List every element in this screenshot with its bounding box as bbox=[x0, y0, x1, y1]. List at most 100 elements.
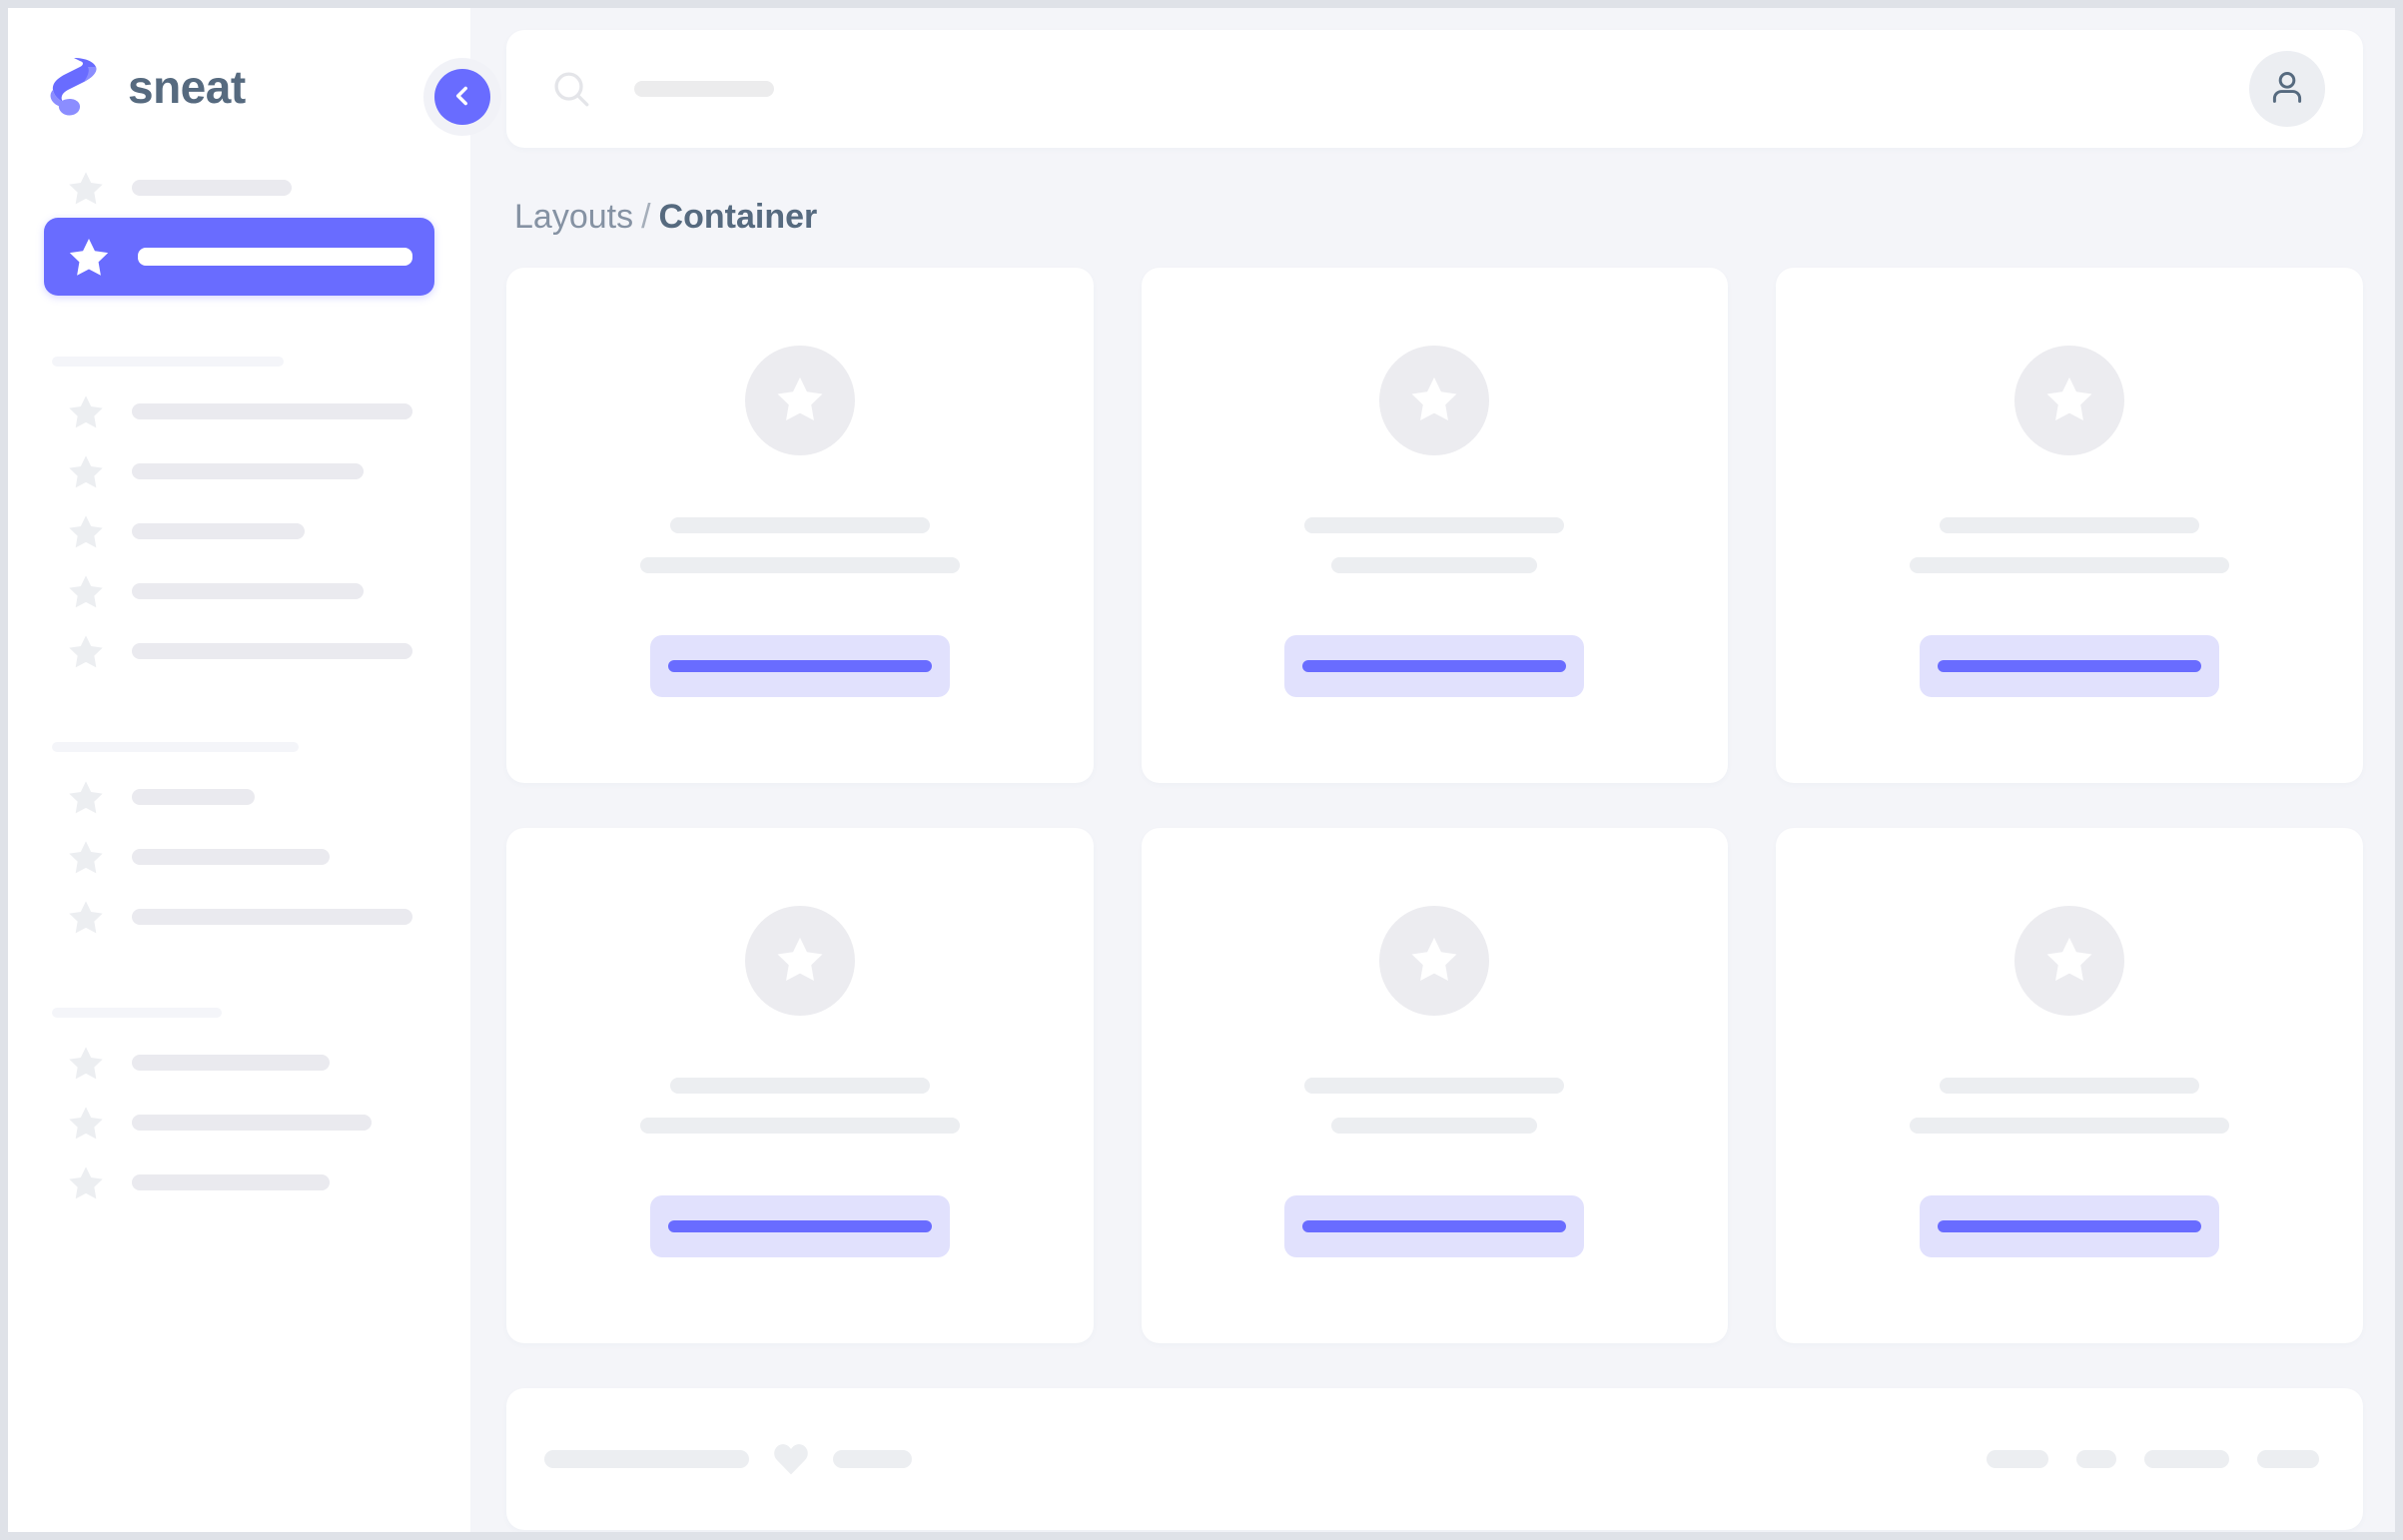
star-icon bbox=[66, 511, 106, 551]
sidebar-collapse-button[interactable] bbox=[434, 69, 490, 125]
content-card[interactable] bbox=[1776, 828, 2363, 1343]
search-icon[interactable] bbox=[550, 68, 592, 110]
divider-bar bbox=[52, 742, 299, 752]
sidebar-item-label bbox=[132, 1055, 330, 1071]
sidebar-item-1-active[interactable] bbox=[44, 218, 434, 296]
content-card[interactable] bbox=[1776, 268, 2363, 783]
star-icon bbox=[66, 571, 106, 611]
card-action-button[interactable] bbox=[649, 1195, 950, 1257]
card-action-button[interactable] bbox=[1920, 635, 2220, 697]
card-button-label bbox=[1302, 1220, 1567, 1232]
card-button-label bbox=[667, 660, 932, 672]
card-action-button[interactable] bbox=[649, 635, 950, 697]
card-avatar bbox=[1379, 906, 1490, 1016]
user-icon bbox=[2266, 66, 2308, 113]
sidebar-item-6[interactable] bbox=[44, 621, 434, 681]
sidebar-item-0[interactable] bbox=[44, 158, 434, 218]
search-input[interactable] bbox=[634, 81, 774, 97]
breadcrumb-current: Container bbox=[658, 198, 818, 236]
star-icon bbox=[2042, 372, 2096, 430]
sidebar-group bbox=[8, 342, 470, 681]
footer-link-placeholder[interactable] bbox=[2144, 1450, 2229, 1468]
breadcrumb-separator: / bbox=[641, 198, 651, 236]
card-avatar bbox=[1379, 346, 1490, 455]
sidebar-item-4[interactable] bbox=[44, 501, 434, 561]
card-title-placeholder bbox=[1940, 517, 2200, 533]
footer-right-group bbox=[1987, 1450, 2319, 1468]
card-avatar bbox=[2014, 346, 2125, 455]
card-grid bbox=[506, 268, 2363, 1343]
sidebar-item-12[interactable] bbox=[44, 1153, 434, 1212]
footer-text-placeholder bbox=[544, 1450, 749, 1468]
sidebar-item-2[interactable] bbox=[44, 382, 434, 441]
chevron-left-icon bbox=[449, 83, 475, 112]
card-text-placeholder bbox=[639, 1118, 960, 1134]
sidebar-item-8[interactable] bbox=[44, 827, 434, 887]
footer-bar bbox=[506, 1388, 2363, 1530]
card-text-placeholder bbox=[1331, 1118, 1538, 1134]
sidebar-item-label bbox=[132, 1115, 372, 1131]
sidebar-group bbox=[8, 993, 470, 1212]
sidebar-item-label bbox=[138, 248, 412, 266]
card-button-label bbox=[1938, 1220, 2202, 1232]
card-avatar bbox=[2014, 906, 2125, 1016]
sidebar-item-label bbox=[132, 1174, 330, 1190]
sidebar-item-7[interactable] bbox=[44, 767, 434, 827]
brand[interactable]: sneat bbox=[8, 8, 470, 128]
card-text-placeholder bbox=[639, 557, 960, 573]
content-card[interactable] bbox=[1141, 828, 1729, 1343]
star-icon bbox=[66, 391, 106, 431]
card-text-placeholder bbox=[1910, 1118, 2230, 1134]
avatar[interactable] bbox=[2249, 51, 2325, 127]
footer-link-placeholder[interactable] bbox=[833, 1450, 912, 1468]
sidebar-section-divider bbox=[8, 342, 470, 382]
card-title-placeholder bbox=[669, 1078, 930, 1094]
card-action-button[interactable] bbox=[1284, 635, 1585, 697]
card-button-label bbox=[1302, 660, 1567, 672]
sidebar-item-label bbox=[132, 583, 364, 599]
star-icon bbox=[773, 932, 827, 991]
sidebar-group bbox=[8, 158, 470, 296]
card-action-button[interactable] bbox=[1284, 1195, 1585, 1257]
star-icon bbox=[66, 168, 106, 208]
card-text-placeholder bbox=[1910, 557, 2230, 573]
content-card[interactable] bbox=[506, 268, 1094, 783]
footer-link-placeholder[interactable] bbox=[2257, 1450, 2319, 1468]
star-icon bbox=[66, 897, 106, 937]
sidebar-collapse-wrap bbox=[423, 58, 501, 136]
breadcrumb: Layouts / Container bbox=[514, 200, 2363, 234]
card-text-placeholder bbox=[1331, 557, 1538, 573]
sidebar-item-9[interactable] bbox=[44, 887, 434, 947]
footer-link-placeholder[interactable] bbox=[2076, 1450, 2116, 1468]
sidebar-item-label bbox=[132, 180, 292, 196]
star-icon bbox=[2042, 932, 2096, 991]
card-title-placeholder bbox=[1304, 1078, 1565, 1094]
sneat-s-logo-icon bbox=[46, 56, 106, 118]
main-content: Layouts / Container bbox=[470, 8, 2395, 1532]
star-icon bbox=[66, 1162, 106, 1202]
star-icon bbox=[66, 451, 106, 491]
heart-icon bbox=[771, 1439, 811, 1479]
sidebar-item-label bbox=[132, 523, 305, 539]
brand-name: sneat bbox=[128, 61, 246, 113]
card-action-button[interactable] bbox=[1920, 1195, 2220, 1257]
sidebar-item-10[interactable] bbox=[44, 1033, 434, 1093]
card-avatar bbox=[744, 346, 855, 455]
card-title-placeholder bbox=[1940, 1078, 2200, 1094]
star-icon bbox=[66, 1043, 106, 1083]
card-title-placeholder bbox=[669, 517, 930, 533]
footer-left-group bbox=[544, 1439, 912, 1479]
sidebar-item-3[interactable] bbox=[44, 441, 434, 501]
sidebar-item-label bbox=[132, 463, 364, 479]
breadcrumb-parent[interactable]: Layouts bbox=[514, 198, 634, 236]
sidebar-item-label bbox=[132, 789, 255, 805]
content-card[interactable] bbox=[506, 828, 1094, 1343]
footer-link-placeholder[interactable] bbox=[1987, 1450, 2048, 1468]
card-title-placeholder bbox=[1304, 517, 1565, 533]
sidebar-item-label bbox=[132, 909, 412, 925]
sidebar-item-11[interactable] bbox=[44, 1093, 434, 1153]
star-icon bbox=[1407, 372, 1461, 430]
divider-bar bbox=[52, 357, 284, 367]
content-card[interactable] bbox=[1141, 268, 1729, 783]
sidebar-item-5[interactable] bbox=[44, 561, 434, 621]
